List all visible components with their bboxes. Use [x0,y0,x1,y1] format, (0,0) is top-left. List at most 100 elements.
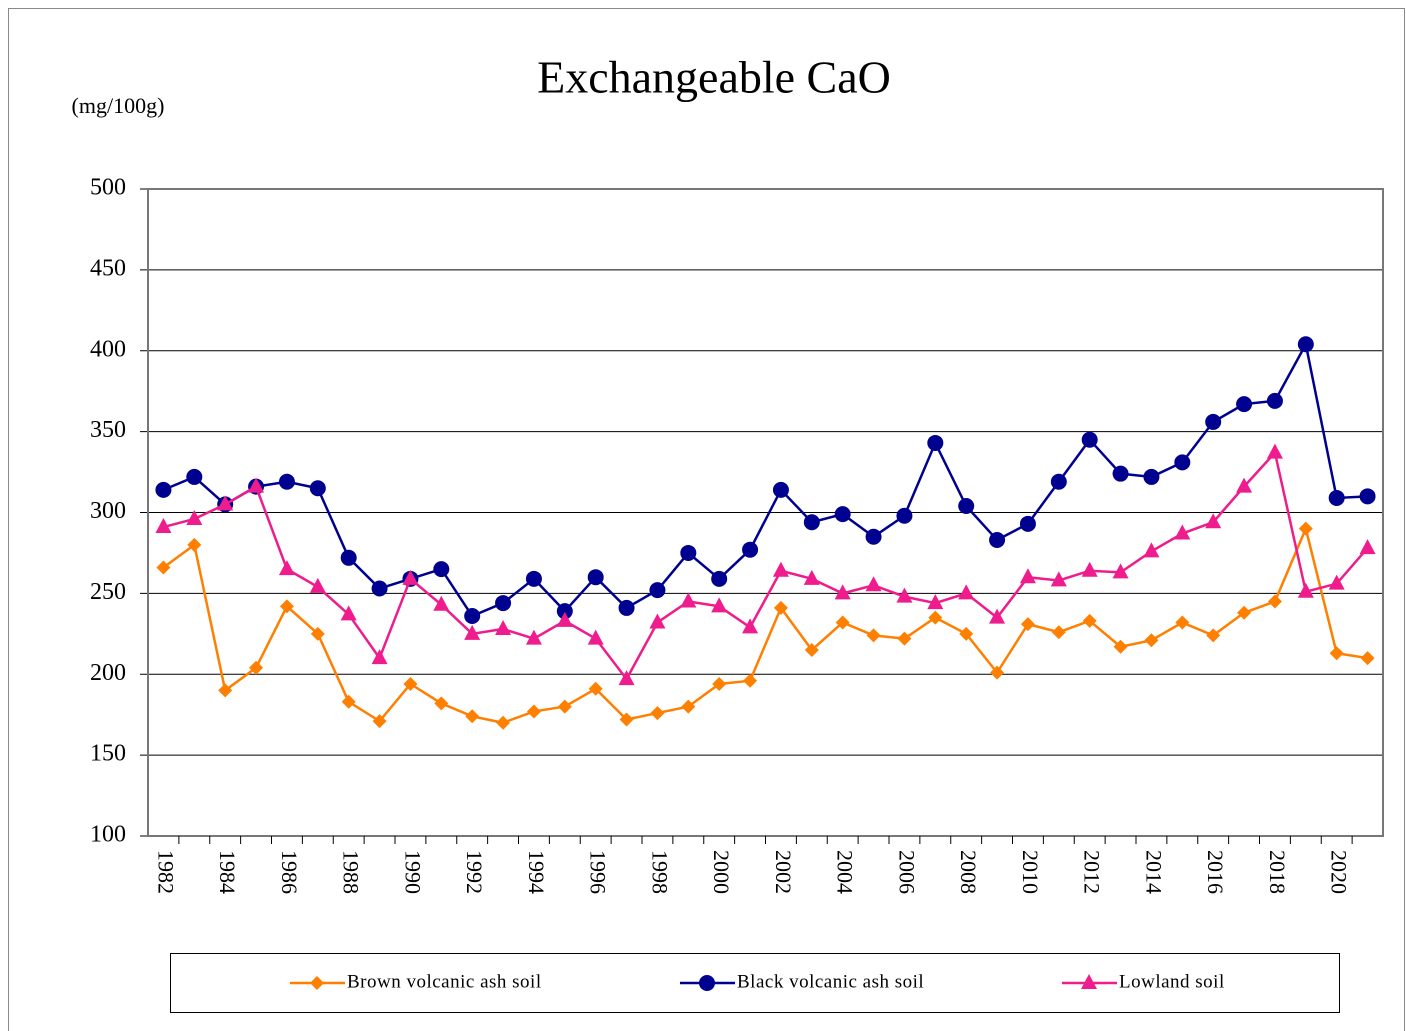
legend-marker [1081,974,1097,989]
marker [772,561,789,577]
marker [1113,639,1128,654]
x-tick-label: 1990 [400,850,425,894]
marker [958,584,975,600]
marker [1329,646,1344,661]
x-tick-label: 2000 [709,850,734,894]
marker [1082,613,1097,628]
x-tick-label: 2012 [1080,850,1105,894]
marker [587,629,604,645]
x-tick-label: 1988 [339,850,364,894]
marker [1298,521,1313,536]
legend-marker [699,975,715,991]
marker [1205,513,1222,529]
marker [340,549,357,566]
y-tick-label: 350 [90,417,126,443]
marker [989,531,1006,548]
y-tick-label: 250 [90,579,126,605]
x-tick-label: 1984 [215,850,240,894]
marker [1205,413,1222,430]
marker [403,676,418,691]
marker [743,673,758,688]
marker [896,587,913,603]
marker [495,619,512,635]
x-tick-label: 1998 [647,850,672,894]
marker [1297,582,1314,598]
marker [433,561,450,578]
x-tick-label: 2010 [1018,850,1043,894]
marker [1112,465,1129,482]
marker [1206,628,1221,643]
marker [927,594,944,610]
marker [1143,468,1160,485]
marker [680,592,697,608]
y-tick-label: 150 [90,741,126,767]
y-tick-label: 100 [90,822,126,848]
marker [990,665,1005,680]
marker [371,580,388,597]
frame [8,8,1405,1031]
chart-title: Exchangeable CaO [537,52,891,103]
marker [711,597,728,613]
marker [525,629,542,645]
marker [556,603,573,620]
x-tick-label: 1992 [462,850,487,894]
y-tick-label: 200 [90,660,126,686]
marker [1112,563,1129,579]
marker [1174,524,1191,540]
marker [958,498,975,515]
marker [341,694,356,709]
marker [1019,568,1036,584]
x-tick-label: 1982 [153,850,178,894]
marker [340,605,357,621]
marker [618,670,635,686]
marker [525,570,542,587]
marker [155,481,172,498]
marker [465,709,480,724]
y-tick-label: 300 [90,498,126,524]
marker [866,628,881,643]
marker [186,509,203,525]
marker [650,706,665,721]
marker [248,477,265,493]
marker [927,434,944,451]
legend-label: Brown volcanic ash soil [347,971,542,992]
marker [1050,571,1067,587]
x-tick-label: 1986 [277,850,302,894]
x-tick-label: 2018 [1265,850,1290,894]
marker [557,699,572,714]
marker [865,528,882,545]
marker [1144,633,1159,648]
marker [680,544,697,561]
marker [187,537,202,552]
x-tick-label: 2002 [771,850,796,894]
marker [773,600,788,615]
marker [681,699,696,714]
series-line [162,340,1368,618]
marker [1236,477,1253,493]
x-tick-label: 1994 [524,850,549,894]
series-line [163,450,1369,682]
marker [433,595,450,611]
marker [804,642,819,657]
marker [1236,396,1253,413]
marker [249,660,264,675]
marker [278,473,295,490]
x-tick-label: 2014 [1141,850,1166,894]
marker [1359,539,1376,555]
marker [155,518,172,534]
marker [1174,454,1191,471]
marker [464,608,481,625]
marker [1050,473,1067,490]
marker [742,541,759,558]
marker [1081,561,1098,577]
marker [865,576,882,592]
marker [742,618,759,634]
marker [1081,431,1098,448]
y-tick-label: 500 [90,175,126,201]
marker [1020,617,1035,632]
marker [834,506,851,523]
marker [434,696,449,711]
marker [1019,515,1036,532]
x-tick-label: 2006 [894,850,919,894]
